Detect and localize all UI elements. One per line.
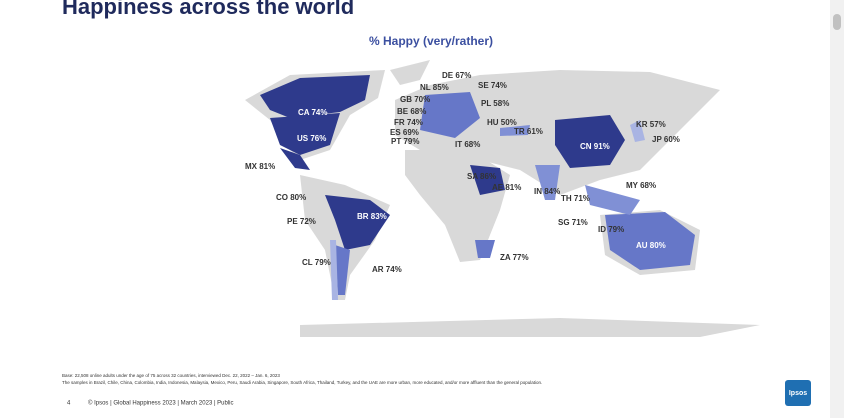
country-label: US 76% bbox=[297, 134, 326, 143]
scroll-thumb[interactable] bbox=[833, 14, 841, 30]
country-label: ID 79% bbox=[598, 225, 624, 234]
footnote: The samples in Brazil, Chile, China, Col… bbox=[62, 380, 542, 385]
title: Happiness across the world bbox=[62, 0, 354, 19]
country-label: CN 91% bbox=[580, 142, 610, 151]
country-label: MX 81% bbox=[245, 162, 275, 171]
country-label: AR 74% bbox=[372, 265, 402, 274]
scrollbar[interactable] bbox=[830, 0, 844, 418]
country-label: CA 74% bbox=[298, 108, 328, 117]
country-label: CL 79% bbox=[302, 258, 331, 267]
footnote: Base: 22,508 online adults under the age… bbox=[62, 373, 280, 378]
country-label: JP 60% bbox=[652, 135, 680, 144]
country-label: IT 68% bbox=[455, 140, 480, 149]
country-label: KR 57% bbox=[636, 120, 666, 129]
country-label: BE 68% bbox=[397, 107, 426, 116]
country-label: CO 80% bbox=[276, 193, 306, 202]
country-label: HU 50% bbox=[487, 118, 517, 127]
country-label: ES 69% bbox=[390, 128, 419, 137]
logo-text: Ipsos bbox=[789, 390, 807, 397]
country-label: ZA 77% bbox=[500, 253, 529, 262]
logo bbox=[785, 380, 811, 406]
country-label: GB 70% bbox=[400, 95, 430, 104]
countries bbox=[260, 75, 695, 300]
country-label: AU 80% bbox=[636, 241, 666, 250]
map-title: % Happy (very/rather) bbox=[369, 34, 493, 48]
footer-text: © Ipsos | Global Happiness 2023 | March … bbox=[88, 400, 234, 407]
country-label: SA 86% bbox=[467, 172, 496, 181]
country-label: TH 71% bbox=[561, 194, 590, 203]
country-label: TR 61% bbox=[514, 127, 543, 136]
country-label: PE 72% bbox=[287, 217, 316, 226]
country-label: NL 85% bbox=[420, 83, 449, 92]
country-label: PL 58% bbox=[481, 99, 509, 108]
country-label: AE 81% bbox=[492, 183, 521, 192]
country-label: PT 79% bbox=[391, 137, 419, 146]
country-label: MY 68% bbox=[626, 181, 656, 190]
country-label: IN 84% bbox=[534, 187, 560, 196]
country-label: DE 67% bbox=[442, 71, 471, 80]
country-label: BR 83% bbox=[357, 212, 387, 221]
country-label: SG 71% bbox=[558, 218, 588, 227]
page-number: 4 bbox=[67, 401, 71, 407]
country-label: SE 74% bbox=[478, 81, 507, 90]
country-label: FR 74% bbox=[394, 118, 423, 127]
